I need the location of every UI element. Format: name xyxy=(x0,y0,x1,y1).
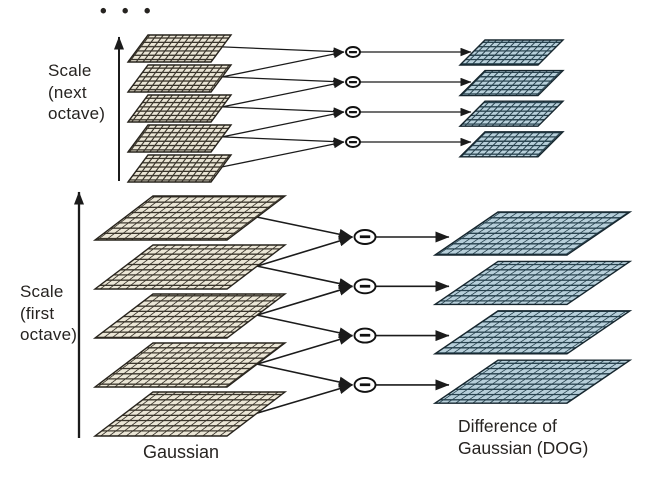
scale-next-line2: (next xyxy=(48,82,87,102)
subtract-node xyxy=(345,76,361,88)
minus-operator: − xyxy=(359,228,372,246)
gaussian-layer xyxy=(92,391,288,437)
scale-next-line1: Scale xyxy=(48,61,92,80)
minus-operator: − xyxy=(359,326,372,344)
gaussian-layer xyxy=(126,94,233,123)
dog-layer xyxy=(458,69,565,97)
scale-first-line1: Scale xyxy=(20,282,64,301)
minus-operator: − xyxy=(348,75,357,88)
subtract-node xyxy=(353,278,377,295)
gaussian-layer xyxy=(126,64,233,93)
gaussian-layer xyxy=(92,244,288,290)
gaussian-to-subtract-arrow xyxy=(222,106,345,116)
gaussian-to-subtract-arrow xyxy=(256,216,353,240)
subtract-node xyxy=(353,376,377,393)
gaussian-to-subtract-arrow xyxy=(256,334,353,365)
dog-label-line1: Difference of xyxy=(458,416,557,436)
gaussian-to-subtract-arrow xyxy=(222,139,345,168)
gaussian-to-subtract-arrow xyxy=(256,235,353,267)
gaussian-to-subtract-arrow xyxy=(256,363,353,388)
gaussian-to-subtract-arrow xyxy=(222,79,345,108)
subtract-node xyxy=(353,327,377,344)
minus-operator: − xyxy=(359,277,372,295)
dog-layer xyxy=(458,100,565,127)
dog-column-label: Difference of Gaussian (DOG) xyxy=(458,415,588,459)
gaussian-to-subtract-arrow xyxy=(222,136,345,146)
gaussian-layer xyxy=(126,124,233,153)
scale-first-octave-label: Scale (first octave) xyxy=(20,281,77,346)
gaussian-to-subtract-arrow xyxy=(256,314,353,339)
gaussian-to-subtract-arrow xyxy=(222,76,345,86)
minus-operator: − xyxy=(348,135,357,148)
gaussian-layer xyxy=(126,154,233,183)
gaussian-to-subtract-arrow xyxy=(256,383,353,414)
dog-layer xyxy=(432,310,633,355)
subtract-node xyxy=(345,136,361,148)
minus-operator: − xyxy=(359,375,372,393)
gaussian-layer xyxy=(92,293,288,339)
gaussian-to-subtract-arrow xyxy=(222,49,345,78)
dog-label-line2: Gaussian (DOG) xyxy=(458,438,589,458)
scale-next-octave-label: Scale (next octave) xyxy=(48,60,105,125)
gaussian-layer xyxy=(126,34,233,63)
minus-operator: − xyxy=(348,45,357,58)
subtract-node xyxy=(353,229,377,245)
scale-first-line3: octave) xyxy=(20,325,78,344)
more-octaves-ellipsis: • • • xyxy=(100,1,156,22)
gaussian-to-subtract-arrow xyxy=(222,109,345,138)
dog-layer xyxy=(458,131,565,158)
gaussian-layer xyxy=(92,342,288,388)
dog-layer xyxy=(432,359,633,404)
dog-layer xyxy=(432,211,633,256)
gaussian-to-subtract-arrow xyxy=(222,46,345,56)
gaussian-layer xyxy=(92,195,288,241)
dog-layer xyxy=(432,260,633,306)
gaussian-column-label: Gaussian xyxy=(143,442,220,462)
minus-operator: − xyxy=(348,105,357,118)
scale-first-line2: (first xyxy=(20,303,55,323)
subtract-node xyxy=(345,46,361,58)
gaussian-to-subtract-arrow xyxy=(256,265,353,289)
dog-layer xyxy=(458,39,565,66)
gaussian-to-subtract-arrow xyxy=(256,284,353,316)
scale-next-line3: octave) xyxy=(48,104,106,123)
subtract-node xyxy=(345,106,361,118)
